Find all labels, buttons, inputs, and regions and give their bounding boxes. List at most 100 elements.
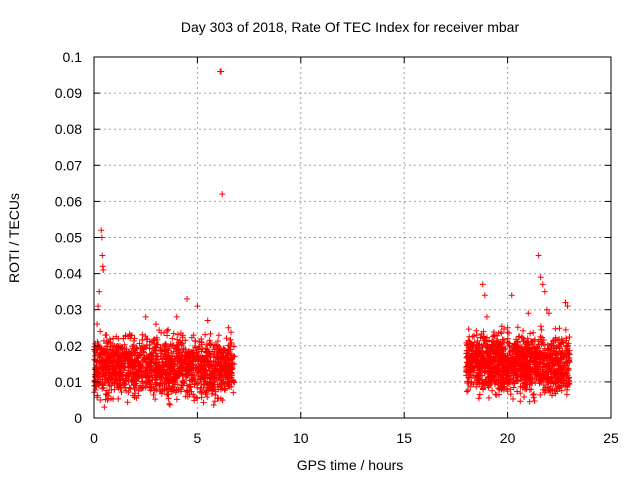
data-point	[174, 360, 181, 367]
data-point	[499, 379, 506, 386]
data-point	[103, 346, 110, 353]
data-point	[150, 345, 157, 352]
data-point	[184, 295, 191, 302]
data-point	[132, 378, 139, 385]
data-point	[197, 385, 204, 392]
data-point	[129, 343, 136, 350]
data-point	[489, 367, 496, 374]
data-point	[189, 357, 196, 364]
data-point	[108, 386, 115, 393]
data-point	[218, 380, 225, 387]
data-point	[559, 360, 566, 367]
y-tick-label: 0.03	[55, 302, 82, 318]
data-point	[485, 368, 492, 375]
data-point	[528, 355, 535, 362]
data-point	[166, 400, 173, 407]
data-point	[524, 381, 531, 388]
data-point	[194, 354, 201, 361]
data-point	[476, 341, 483, 348]
data-point	[562, 326, 569, 333]
data-point	[486, 361, 493, 368]
chart-title: Day 303 of 2018, Rate Of TEC Index for r…	[181, 19, 520, 35]
data-point	[548, 374, 555, 381]
data-point	[479, 281, 486, 288]
data-point	[544, 368, 551, 375]
data-point	[105, 379, 112, 386]
data-point	[148, 369, 155, 376]
data-point	[521, 394, 528, 401]
data-point	[533, 375, 540, 382]
data-point	[505, 362, 512, 369]
data-point	[113, 351, 120, 358]
data-point	[489, 333, 496, 340]
data-point	[174, 381, 181, 388]
data-point	[473, 383, 480, 390]
data-point	[561, 353, 568, 360]
x-tick-label: 25	[603, 430, 619, 446]
data-point	[182, 337, 189, 344]
data-point	[480, 335, 487, 342]
data-point	[206, 367, 213, 374]
data-point	[468, 379, 475, 386]
data-point	[192, 364, 199, 371]
data-point	[134, 344, 141, 351]
data-point	[135, 385, 142, 392]
data-point	[153, 321, 160, 328]
data-point	[138, 374, 145, 381]
data-point	[100, 266, 107, 273]
data-point	[499, 360, 506, 367]
data-point	[171, 367, 178, 374]
x-axis-ticks: 0 5 10 15 20 25	[90, 57, 619, 446]
data-point	[517, 390, 524, 397]
data-point	[101, 404, 108, 411]
data-point	[165, 326, 172, 333]
data-point	[106, 353, 113, 360]
data-point	[481, 292, 488, 299]
data-point	[537, 356, 544, 363]
data-point	[207, 330, 214, 337]
y-tick-label: 0.07	[55, 157, 82, 173]
data-point	[566, 357, 573, 364]
data-point	[471, 350, 478, 357]
data-point	[541, 288, 548, 295]
data-point	[199, 372, 206, 379]
data-point	[130, 382, 137, 389]
data-point	[179, 367, 186, 374]
data-point	[211, 351, 218, 358]
data-point	[471, 375, 478, 382]
data-point	[118, 363, 125, 370]
data-point	[92, 371, 99, 378]
data-point	[146, 381, 153, 388]
data-point	[509, 379, 516, 386]
data-point	[194, 303, 201, 310]
data-point	[115, 371, 122, 378]
data-point	[169, 335, 176, 342]
data-point	[153, 386, 160, 393]
data-point	[489, 387, 496, 394]
data-point	[157, 382, 164, 389]
data-point	[146, 367, 153, 374]
data-point	[549, 392, 556, 399]
data-point	[112, 355, 119, 362]
data-point	[165, 385, 172, 392]
data-point	[539, 281, 546, 288]
data-point	[149, 352, 156, 359]
data-point	[505, 330, 512, 337]
data-point	[498, 386, 505, 393]
data-point	[145, 374, 152, 381]
data-point	[103, 358, 110, 365]
data-point	[529, 359, 536, 366]
data-point	[172, 377, 179, 384]
data-point	[483, 362, 490, 369]
data-point	[469, 333, 476, 340]
data-point	[139, 331, 146, 338]
data-point	[531, 398, 538, 405]
data-point	[473, 357, 480, 364]
data-point	[111, 342, 118, 349]
data-point	[473, 332, 480, 339]
data-point	[198, 364, 205, 371]
y-tick-label: 0.09	[55, 85, 82, 101]
data-point	[146, 338, 153, 345]
data-point	[124, 399, 131, 406]
data-point	[99, 252, 106, 259]
